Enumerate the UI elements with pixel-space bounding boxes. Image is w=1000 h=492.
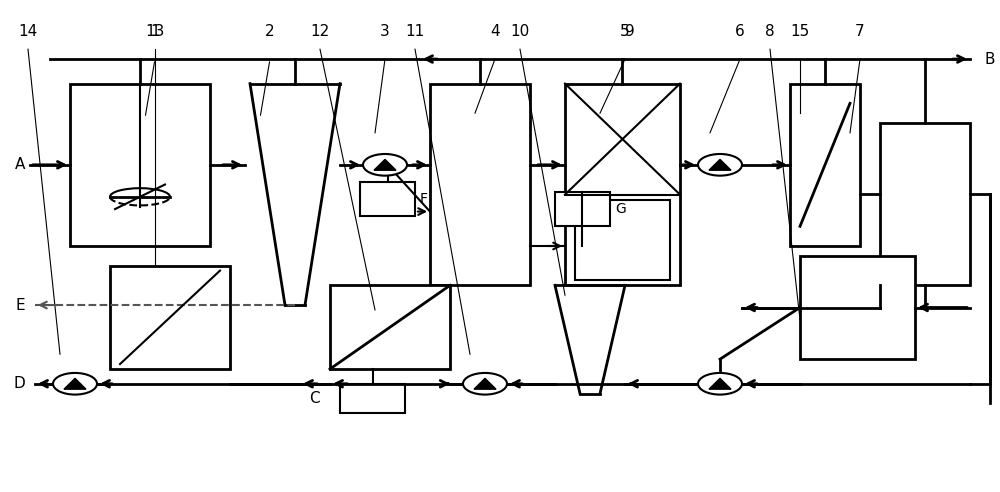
Polygon shape <box>64 378 86 389</box>
Text: 11: 11 <box>405 25 425 39</box>
Text: 13: 13 <box>145 25 165 39</box>
Bar <box>575 199 670 280</box>
Bar <box>880 123 970 285</box>
Text: A: A <box>15 157 25 172</box>
Polygon shape <box>709 378 731 389</box>
Text: 4: 4 <box>490 25 500 39</box>
Polygon shape <box>709 159 731 170</box>
Text: 2: 2 <box>265 25 275 39</box>
Bar <box>360 182 415 216</box>
Text: 10: 10 <box>510 25 530 39</box>
Bar <box>70 84 210 246</box>
Circle shape <box>363 154 407 176</box>
Circle shape <box>53 373 97 395</box>
Text: 15: 15 <box>790 25 810 39</box>
Text: G: G <box>615 202 626 216</box>
Circle shape <box>463 373 507 395</box>
Polygon shape <box>474 378 496 389</box>
Bar <box>800 256 915 359</box>
Bar <box>555 192 610 226</box>
Text: 5: 5 <box>620 25 630 39</box>
Polygon shape <box>374 159 396 170</box>
Text: 3: 3 <box>380 25 390 39</box>
Text: 1: 1 <box>150 25 160 39</box>
Text: B: B <box>985 52 996 66</box>
Circle shape <box>698 154 742 176</box>
Circle shape <box>698 373 742 395</box>
Bar <box>340 384 405 413</box>
Text: 14: 14 <box>18 25 38 39</box>
Text: 8: 8 <box>765 25 775 39</box>
Bar <box>430 84 530 285</box>
Text: 9: 9 <box>625 25 635 39</box>
Text: 12: 12 <box>310 25 330 39</box>
Bar <box>790 84 860 246</box>
Bar <box>565 84 680 285</box>
Text: D: D <box>13 376 25 391</box>
Text: E: E <box>15 298 25 312</box>
Bar <box>110 266 230 369</box>
Bar <box>330 285 450 369</box>
Text: F: F <box>420 192 428 206</box>
Text: C: C <box>309 391 320 406</box>
Text: 6: 6 <box>735 25 745 39</box>
Text: 7: 7 <box>855 25 865 39</box>
